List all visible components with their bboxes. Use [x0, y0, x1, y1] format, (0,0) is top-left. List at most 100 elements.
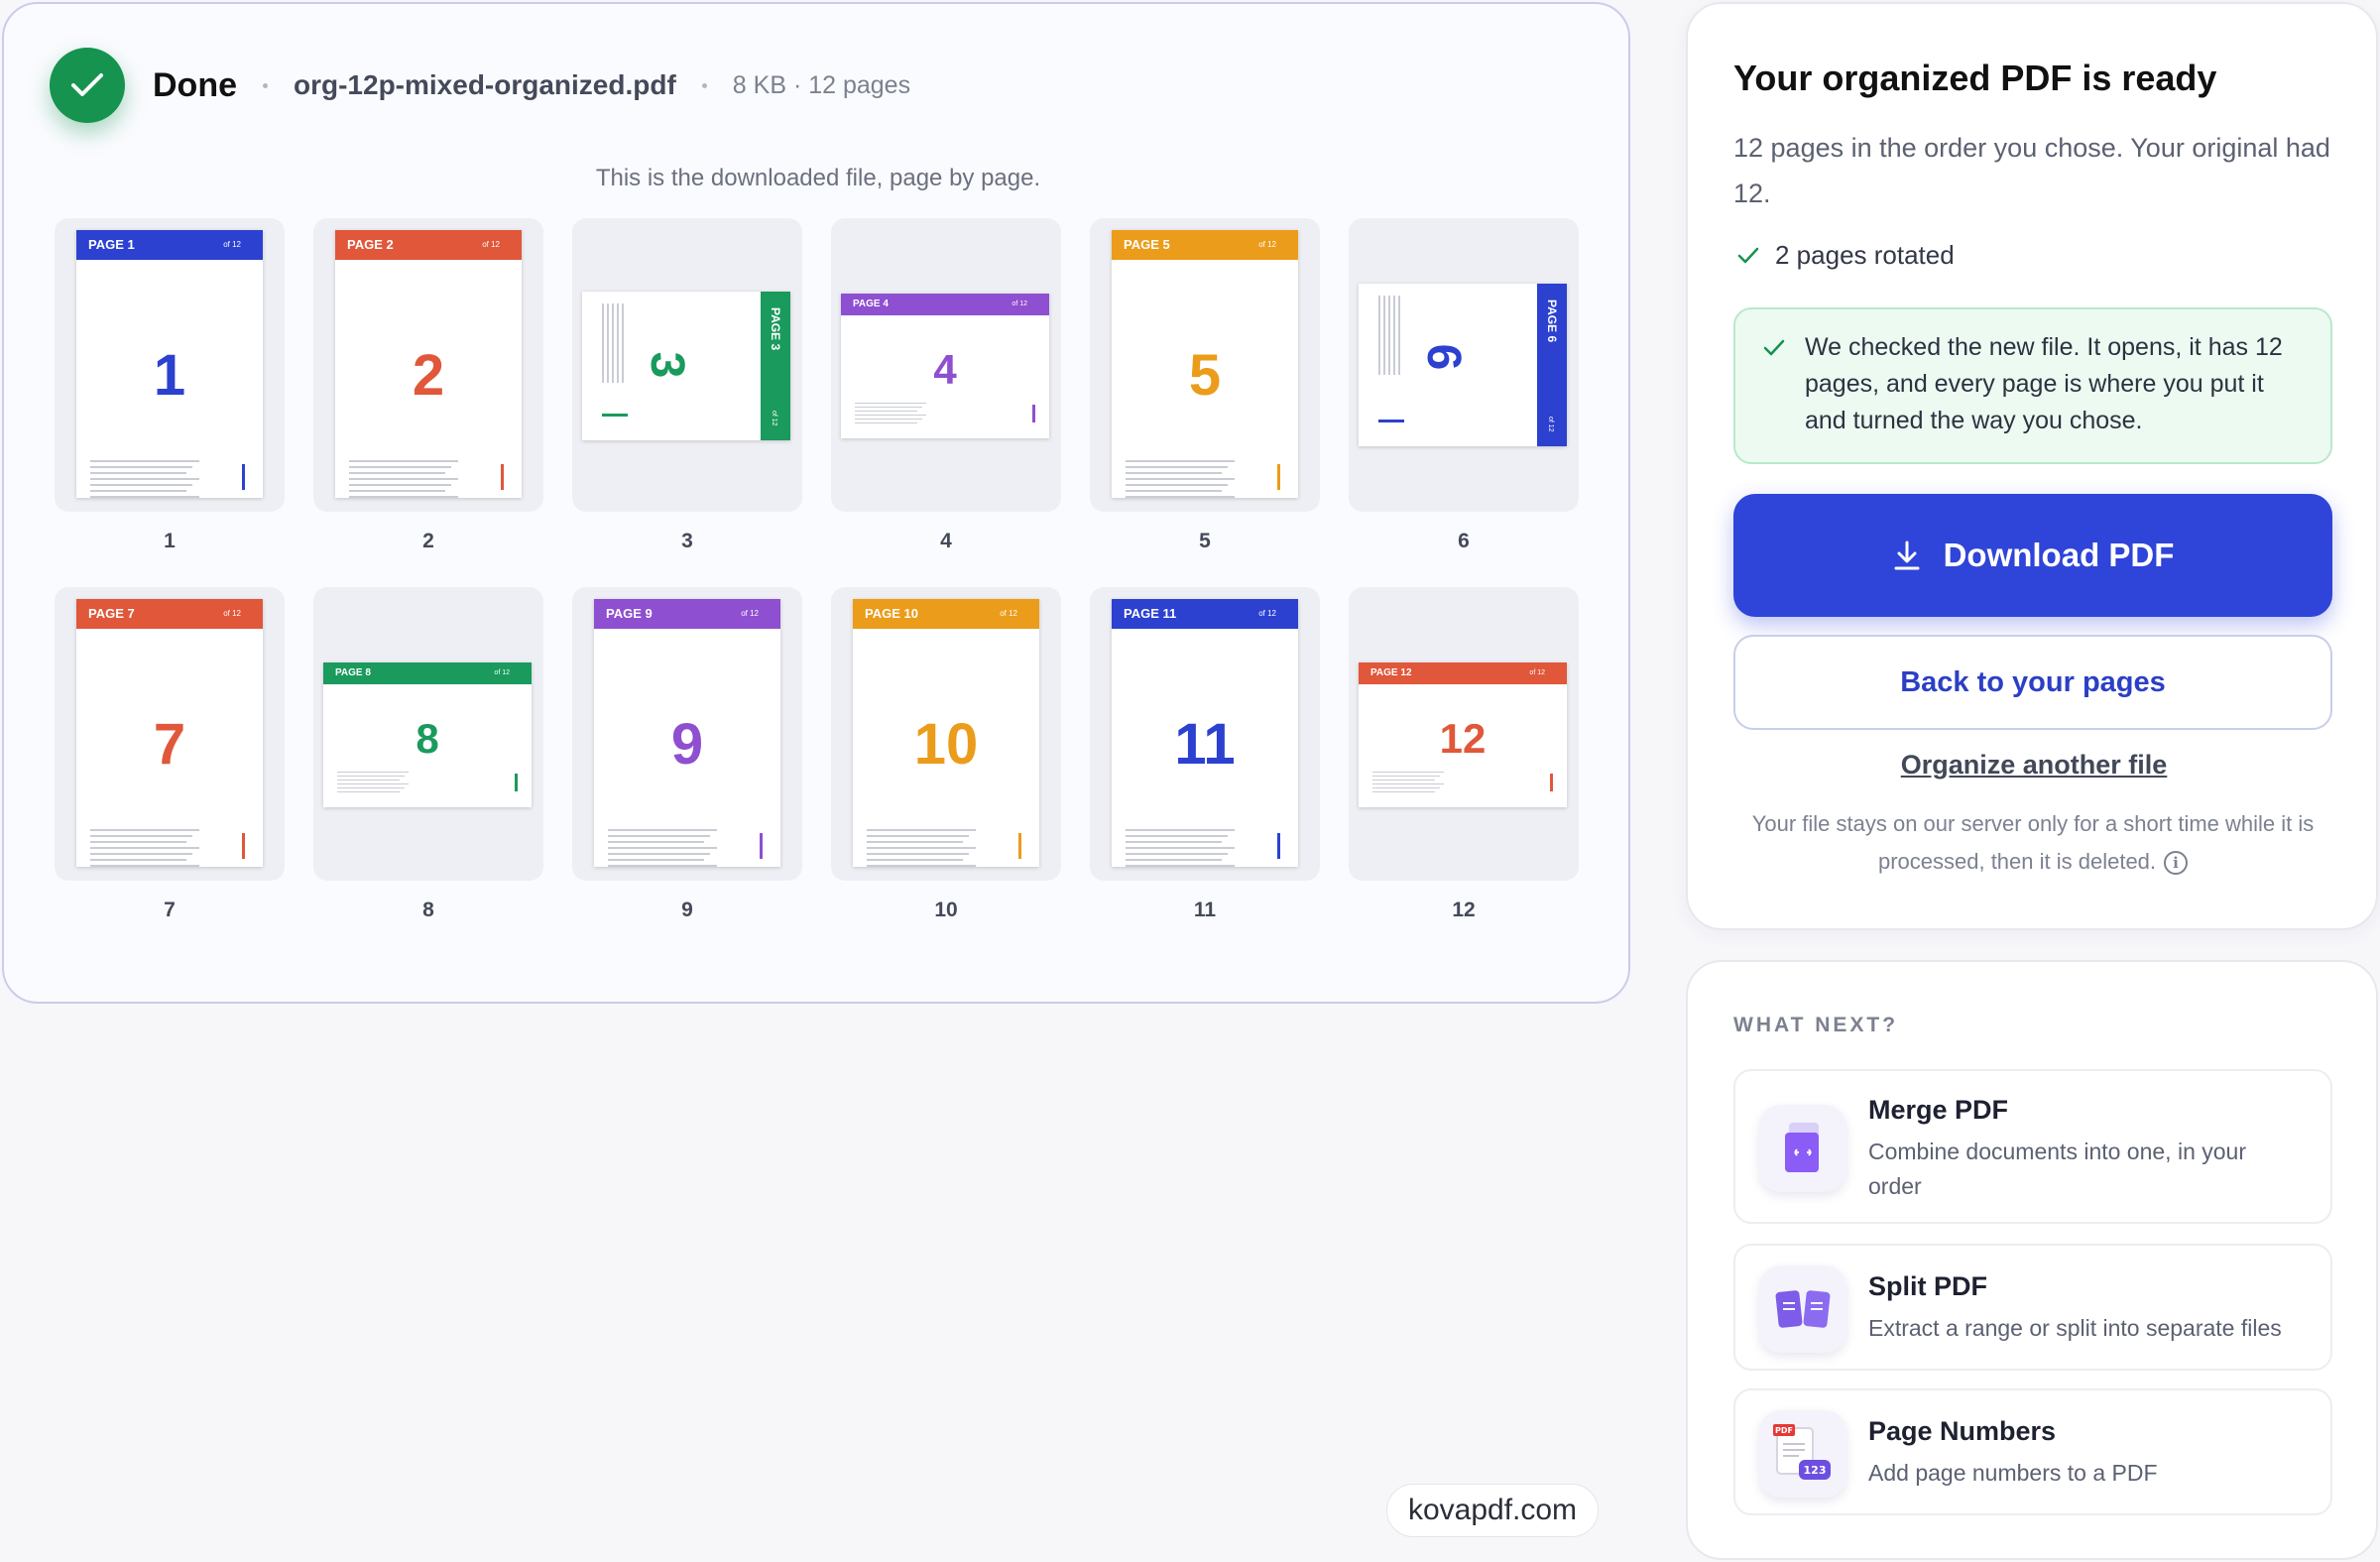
page-big-number: 8 — [416, 715, 439, 762]
page-thumbnail: PAGE 7 of 12 7 7 — [55, 587, 285, 922]
organize-another-link[interactable]: Organize another file — [1900, 750, 2168, 780]
page-band-title: PAGE 12 — [1370, 667, 1412, 678]
page-marker — [602, 414, 628, 417]
separator-dot — [263, 82, 268, 88]
page-index-label: 10 — [934, 899, 958, 921]
page-preview: PAGE 2 of 12 2 — [335, 230, 522, 498]
page-big-number: 1 — [153, 343, 186, 408]
page-preview: PAGE 8 of 12 8 — [323, 662, 532, 807]
page-index-label: 12 — [1452, 899, 1476, 921]
page-marker — [242, 464, 245, 490]
page-header-band: PAGE 8 of 12 — [323, 662, 532, 684]
page-band-title: PAGE 2 — [347, 237, 394, 252]
tool-name: Merge PDF — [1868, 1095, 2009, 1125]
page-marker — [1018, 833, 1021, 859]
thumbnail-tile: PAGE 10 of 12 10 — [831, 587, 1061, 881]
page-band-of: of 12 — [1529, 669, 1545, 676]
page-thumbnail: PAGE 2 of 12 2 2 — [313, 218, 543, 553]
page-header-band: PAGE 10 of 12 — [853, 599, 1039, 629]
ready-title: Your organized PDF is ready — [1733, 58, 2217, 98]
page-band-title: PAGE 5 — [1124, 237, 1170, 252]
page-marker — [1277, 833, 1280, 859]
page-thumbnail: PAGE 4 of 12 4 4 — [831, 218, 1061, 553]
page-marker — [760, 833, 763, 859]
page-big-number: 12 — [1439, 715, 1487, 762]
thumbnail-tile: PAGE 8 of 12 8 — [313, 587, 543, 881]
page-band-of: of 12 — [741, 609, 759, 618]
page-band-title: PAGE 8 — [335, 667, 371, 678]
page-index-label: 9 — [681, 899, 693, 921]
page-thumbnail: PAGE 8 of 12 8 8 — [313, 587, 543, 922]
page-header-band: PAGE 3 of 12 — [761, 292, 790, 440]
page-band-of: of 12 — [482, 240, 500, 249]
back-to-pages-button[interactable]: Back to your pages — [1733, 635, 2332, 730]
page-text-lines — [1126, 460, 1235, 498]
tool-name: Page Numbers — [1868, 1416, 2057, 1446]
tool-desc: Combine documents into one, in your orde… — [1868, 1139, 2246, 1199]
page-index-label: 4 — [940, 530, 952, 552]
page-text-lines — [1126, 829, 1235, 867]
page-text-lines — [1372, 772, 1444, 795]
page-band-of: of 12 — [1000, 609, 1017, 618]
page-band-title: PAGE 11 — [1124, 606, 1177, 621]
page-numbers-icon: PDF 123 — [1759, 1410, 1846, 1498]
page-marker — [1550, 774, 1553, 791]
thumbnail-tile: PAGE 11 of 12 11 — [1090, 587, 1320, 881]
page-text-lines — [337, 772, 409, 795]
thumbnail-tile: PAGE 4 of 12 4 — [831, 218, 1061, 512]
download-pdf-label: Download PDF — [1943, 537, 2175, 573]
preview-caption: This is the downloaded file, page by pag… — [595, 165, 1041, 191]
check-icon — [1737, 247, 1759, 263]
page-thumbnail: PAGE 11 of 12 11 11 — [1090, 587, 1320, 922]
page-band-title: PAGE 1 — [88, 237, 135, 252]
page-header-band: PAGE 9 of 12 — [594, 599, 780, 629]
download-pdf-button[interactable]: Download PDF — [1733, 494, 2332, 617]
page-band-title: PAGE 3 — [769, 307, 782, 351]
page-band-of: of 12 — [1547, 417, 1554, 432]
page-preview: 3 PAGE 3 of 12 — [582, 292, 790, 440]
info-icon[interactable]: i — [2164, 851, 2189, 876]
page-band-of: of 12 — [223, 609, 241, 618]
page-thumbnail: PAGE 10 of 12 10 10 — [831, 587, 1061, 922]
page-index-label: 1 — [164, 530, 176, 552]
page-header-band: PAGE 11 of 12 — [1112, 599, 1298, 629]
page-header-band: PAGE 1 of 12 — [76, 230, 263, 260]
page-numbers-card[interactable]: PDF 123 Page Numbers Add page numbers to… — [1733, 1388, 2332, 1515]
page-thumbnail: PAGE 1 of 12 1 1 — [55, 218, 285, 553]
thumbnail-tile: PAGE 5 of 12 5 — [1090, 218, 1320, 512]
page-index-label: 2 — [422, 530, 434, 552]
thumbnail-tile: PAGE 1 of 12 1 — [55, 218, 285, 512]
page-marker — [515, 774, 518, 791]
merge-pdf-card[interactable]: Merge PDF Combine documents into one, in… — [1733, 1069, 2332, 1224]
thumbnail-tile: PAGE 2 of 12 2 — [313, 218, 543, 512]
page-band-title: PAGE 10 — [865, 606, 918, 621]
page-preview: PAGE 1 of 12 1 — [76, 230, 263, 498]
page-band-title: PAGE 7 — [88, 606, 135, 621]
page-preview: PAGE 7 of 12 7 — [76, 599, 263, 867]
privacy-note: Your file stays on our server only for a… — [1733, 805, 2332, 881]
page-big-number: 10 — [913, 712, 979, 777]
brand-watermark: kovapdf.com — [1386, 1484, 1599, 1537]
page-band-of: of 12 — [1012, 300, 1027, 307]
ready-subtitle: 12 pages in the order you chose. Your or… — [1733, 133, 2330, 208]
thumbnail-tile: PAGE 12 of 12 12 — [1349, 587, 1579, 881]
page-big-number: 7 — [153, 712, 186, 777]
page-thumbnail: 6 PAGE 6 of 12 6 — [1349, 218, 1579, 553]
page-text-lines — [602, 303, 624, 383]
page-band-title: PAGE 4 — [853, 299, 889, 309]
page-header-band: PAGE 4 of 12 — [841, 294, 1049, 315]
page-header-band: PAGE 7 of 12 — [76, 599, 263, 629]
page-thumbnail: 3 PAGE 3 of 12 3 — [572, 218, 802, 553]
status-label: Done — [153, 65, 237, 104]
split-pdf-card[interactable]: Split PDF Extract a range or split into … — [1733, 1244, 2332, 1371]
thumbnail-tile: 6 PAGE 6 of 12 — [1349, 218, 1579, 512]
what-next-title: WHAT NEXT? — [1733, 1014, 1899, 1036]
file-name: org-12p-mixed-organized.pdf — [294, 69, 676, 100]
page-band-of: of 12 — [223, 240, 241, 249]
page-big-number: 6 — [1417, 343, 1470, 371]
verification-notice: We checked the new file. It opens, it ha… — [1733, 307, 2332, 464]
done-header: Done org-12p-mixed-organized.pdf 8 KB · … — [50, 48, 910, 123]
check-icon — [1763, 339, 1785, 356]
ready-card: Your organized PDF is ready 12 pages in … — [1686, 2, 2378, 930]
page-text-lines — [855, 403, 926, 426]
